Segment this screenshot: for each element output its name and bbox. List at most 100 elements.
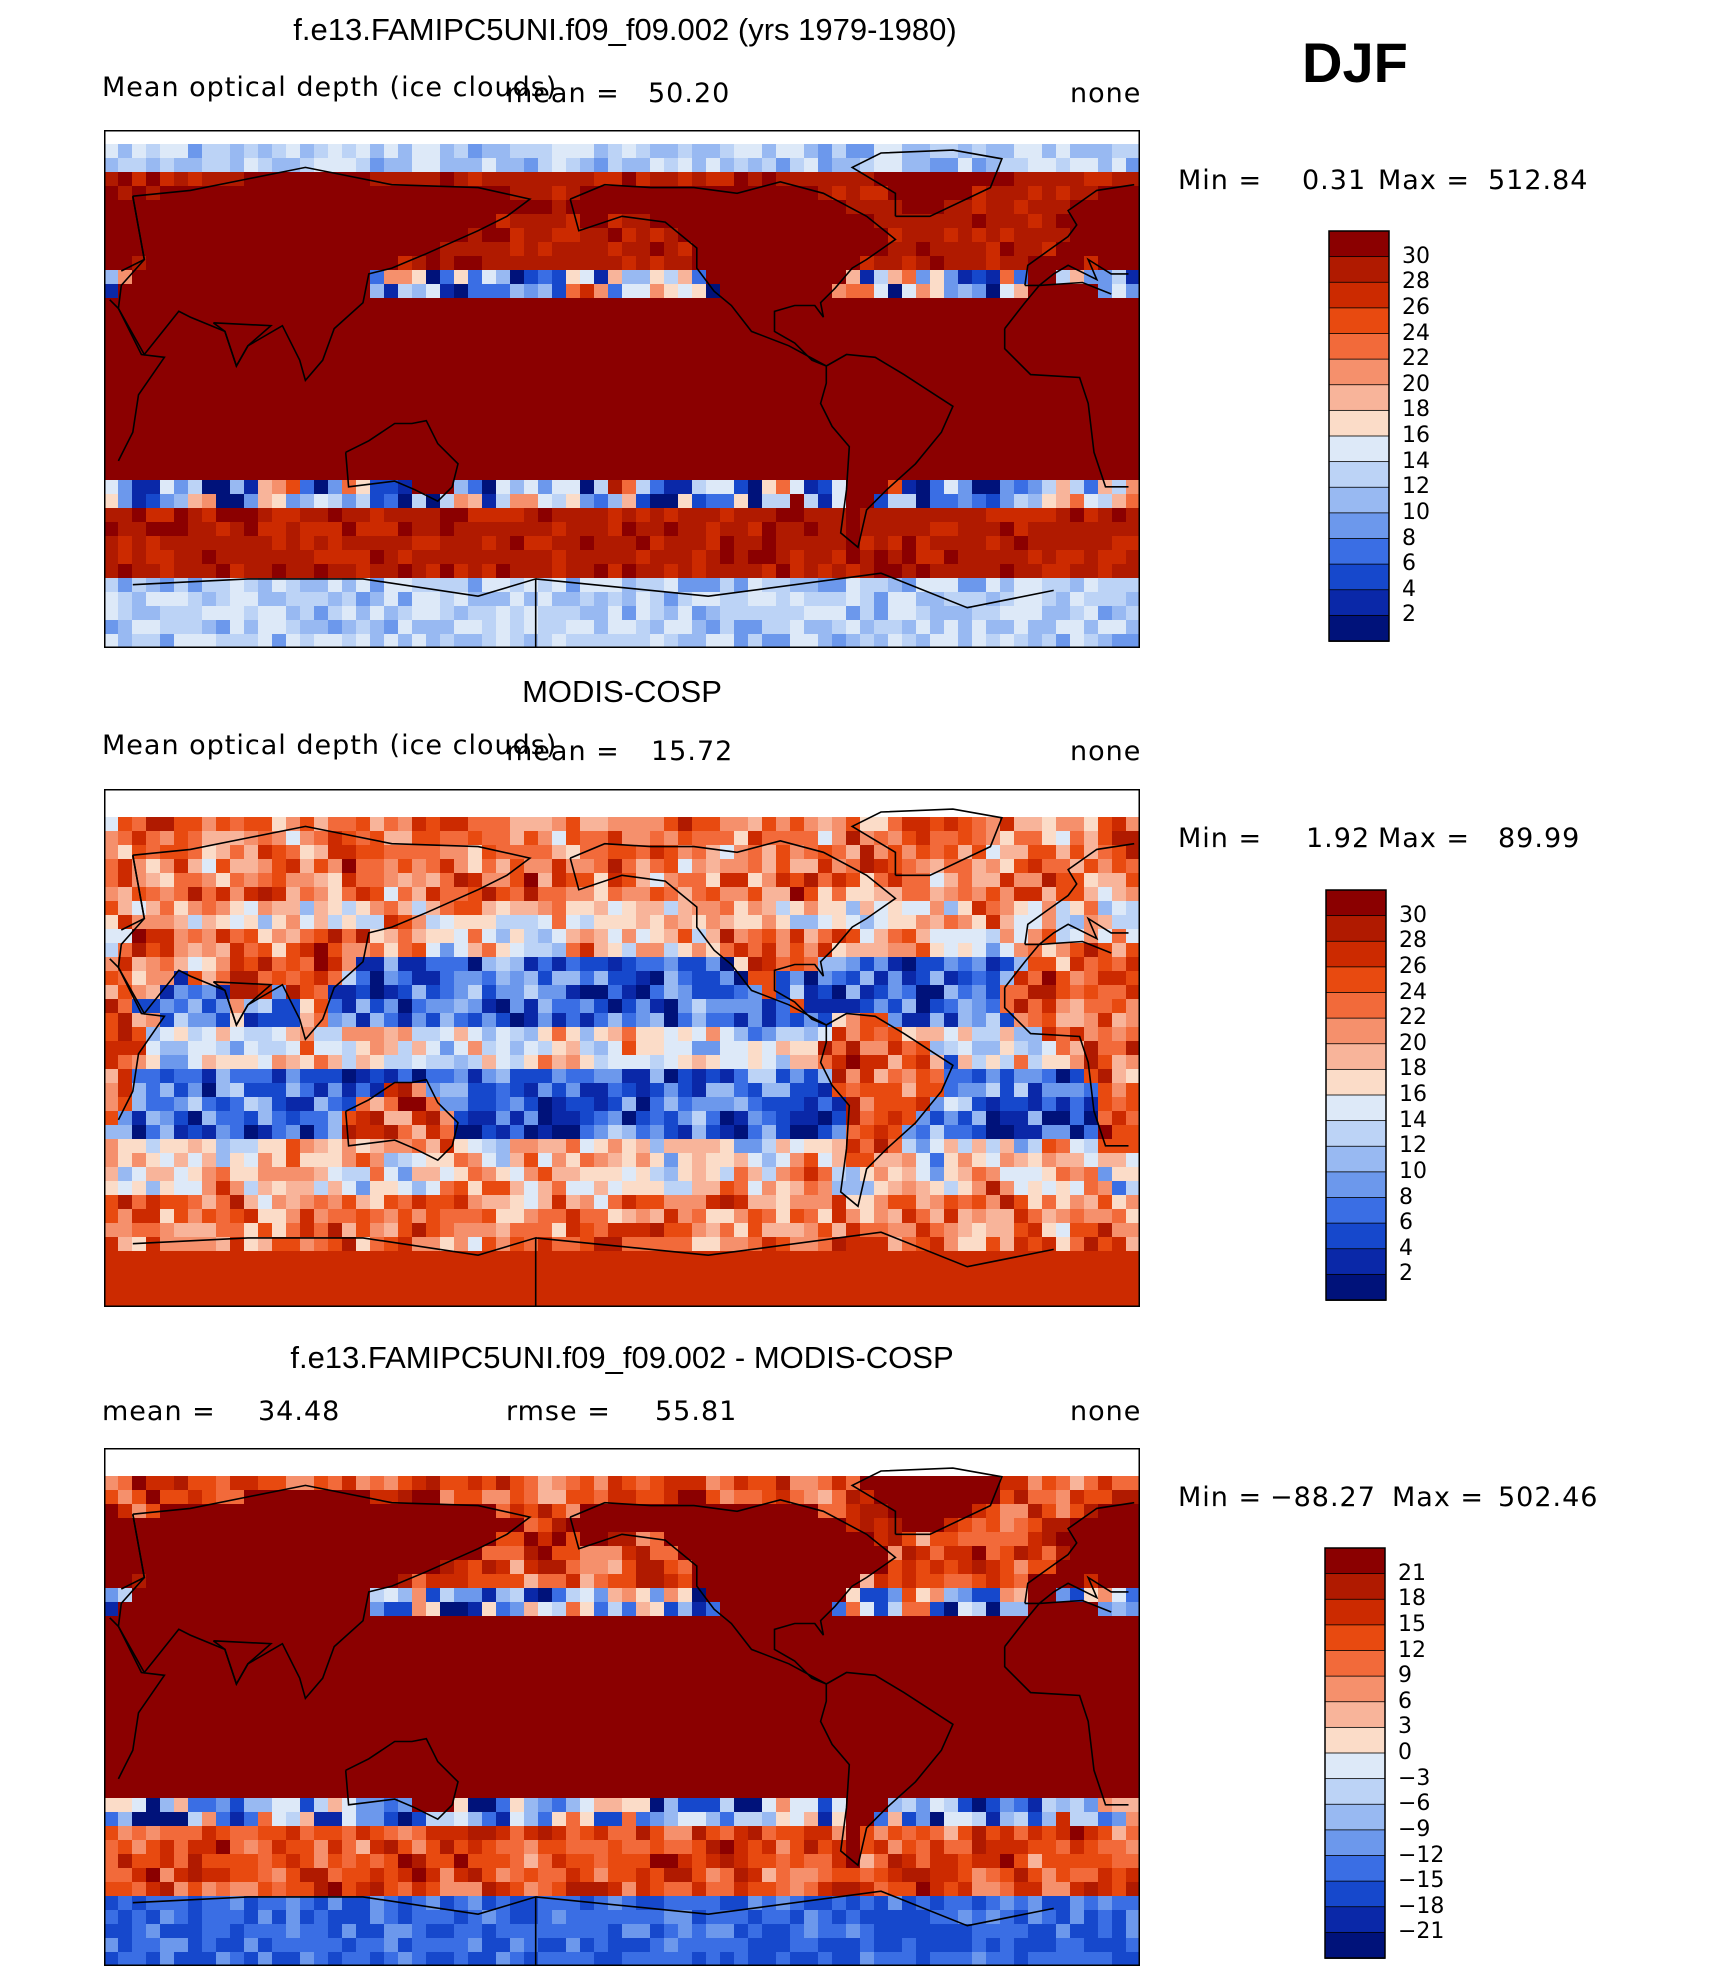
colorbar-swatch (1328, 435, 1390, 463)
colorbar-swatch (1324, 1675, 1386, 1703)
colorbar-swatch (1324, 1752, 1386, 1780)
colorbar-swatch (1328, 384, 1390, 412)
colorbar-swatch (1325, 1273, 1387, 1301)
colorbar-tick-label: 18 (1398, 1586, 1426, 1612)
colorbar-swatch (1325, 1197, 1387, 1225)
colorbar-swatch (1328, 256, 1390, 284)
colorbar-tick-label: 10 (1399, 1158, 1427, 1184)
panel-2-colorbar: 30 28 26 24 22 20 18 16 14 12 10 8 6 4 2 (1325, 889, 1465, 1301)
colorbar-tick-label: 6 (1399, 1210, 1413, 1236)
colorbar-tick-label: −6 (1398, 1791, 1431, 1817)
colorbar-swatch (1328, 409, 1390, 437)
colorbar-swatch (1324, 1778, 1386, 1806)
colorbar-swatch (1324, 1650, 1386, 1678)
map-frame (104, 789, 1140, 1307)
colorbar-tick-label: 21 (1398, 1560, 1426, 1586)
colorbar-swatch (1328, 512, 1390, 540)
colorbar-tick-label: −3 (1398, 1765, 1431, 1791)
colorbar-tick-label: 12 (1398, 1637, 1426, 1663)
map-field (104, 144, 1140, 648)
colorbar-tick-label: 16 (1399, 1082, 1427, 1107)
colorbar-swatch (1328, 333, 1390, 361)
colorbar-swatch (1328, 461, 1390, 489)
colorbar-swatch (1325, 966, 1387, 994)
colorbar-tick-label: 14 (1402, 448, 1430, 474)
colorbar-tick-label: 2 (1402, 602, 1416, 628)
colorbar-swatch (1328, 589, 1390, 617)
colorbar-tick-label: 3 (1398, 1714, 1412, 1740)
panel-1-min-value: 0.31 (1302, 165, 1367, 196)
colorbar-tick-label: −21 (1398, 1919, 1445, 1945)
colorbar-swatch (1324, 1701, 1386, 1729)
colorbar-swatch (1325, 1043, 1387, 1071)
colorbar-tick-label: 9 (1398, 1663, 1412, 1689)
panel-2-map (104, 789, 1140, 1307)
panel-1-min-label: Min = (1178, 165, 1263, 196)
season-label: DJF (1302, 31, 1408, 94)
panel-2-mean-label: mean = (506, 736, 620, 767)
panel-1-max-label: Max = (1378, 165, 1471, 196)
colorbar-swatch (1328, 614, 1390, 642)
colorbar-swatch (1324, 1931, 1386, 1959)
colorbar-tick-label: 10 (1402, 499, 1430, 525)
colorbar-swatch (1325, 1094, 1387, 1122)
colorbar-tick-label: 12 (1402, 474, 1430, 500)
panel-3-mean-value: 34.48 (258, 1396, 341, 1427)
panel-3-mean-label: mean = (102, 1396, 216, 1427)
map-field (104, 817, 1140, 1307)
colorbar-swatches (1325, 889, 1387, 1301)
panel-3-title: f.e13.FAMIPC5UNI.f09_f09.002 - MODIS-COS… (290, 1340, 954, 1375)
colorbar-swatch (1324, 1906, 1386, 1934)
colorbar-swatch (1324, 1855, 1386, 1883)
colorbar-swatch (1325, 1248, 1387, 1276)
colorbar-swatch (1325, 1145, 1387, 1173)
colorbar-swatch (1325, 915, 1387, 943)
panel-3-min-label: Min = (1178, 1482, 1263, 1513)
panel-1-max-value: 512.84 (1488, 165, 1589, 196)
colorbar-swatch (1324, 1726, 1386, 1754)
panel-1-variable-label: Mean optical depth (ice clouds) (102, 72, 558, 103)
colorbar-swatch (1328, 358, 1390, 386)
panel-1-mean-label: mean = (506, 78, 620, 109)
colorbar-swatches (1328, 230, 1390, 642)
colorbar-tick-label: 6 (1402, 551, 1416, 577)
colorbar-frame (1324, 1547, 1386, 1959)
colorbar-swatch (1324, 1573, 1386, 1601)
panel-2-units: none (1070, 736, 1142, 767)
map-frame (104, 1448, 1140, 1966)
colorbar-tick-label: 30 (1399, 902, 1427, 928)
colorbar-tick-label: 12 (1399, 1133, 1427, 1159)
panel-2-mean-value: 15.72 (651, 736, 734, 767)
map-field (104, 1476, 1140, 1966)
panel-1-map (104, 130, 1140, 648)
colorbar-swatch (1324, 1803, 1386, 1831)
colorbar-swatch (1325, 1222, 1387, 1250)
colorbar-swatch (1325, 889, 1387, 917)
panel-3-max-label: Max = (1392, 1482, 1485, 1513)
colorbar-swatch (1328, 307, 1390, 335)
colorbar-swatch (1328, 230, 1390, 258)
colorbar-tick-label: 26 (1402, 294, 1430, 320)
colorbar-tick-label: −15 (1398, 1868, 1445, 1894)
panel-1-mean-value: 50.20 (648, 78, 731, 109)
colorbar-tick-label: 28 (1402, 269, 1430, 295)
colorbar-tick-label: 6 (1398, 1688, 1412, 1714)
panel-1-title: f.e13.FAMIPC5UNI.f09_f09.002 (yrs 1979-1… (293, 12, 957, 47)
colorbar-swatch (1328, 281, 1390, 309)
coastline-outlines (109, 1467, 1135, 1966)
panel-3-units: none (1070, 1396, 1142, 1427)
panel-1-units: none (1070, 78, 1142, 109)
map-frame (104, 130, 1140, 648)
panel-3-rmse-label: rmse = (506, 1396, 611, 1427)
colorbar-tick-label: 4 (1399, 1235, 1413, 1261)
colorbar-tick-label: 28 (1399, 928, 1427, 954)
colorbar-swatch (1324, 1829, 1386, 1857)
panel-2-title: MODIS-COSP (522, 674, 722, 709)
colorbar-frame (1328, 230, 1390, 642)
panel-2-max-value: 89.99 (1498, 823, 1581, 854)
colorbar-tick-label: 16 (1402, 423, 1430, 448)
colorbar-tick-label: 0 (1398, 1740, 1412, 1765)
panel-2-min-value: 1.92 (1306, 823, 1371, 854)
colorbar-tick-label: −9 (1398, 1816, 1431, 1842)
colorbar-tick-label: 22 (1402, 346, 1430, 372)
